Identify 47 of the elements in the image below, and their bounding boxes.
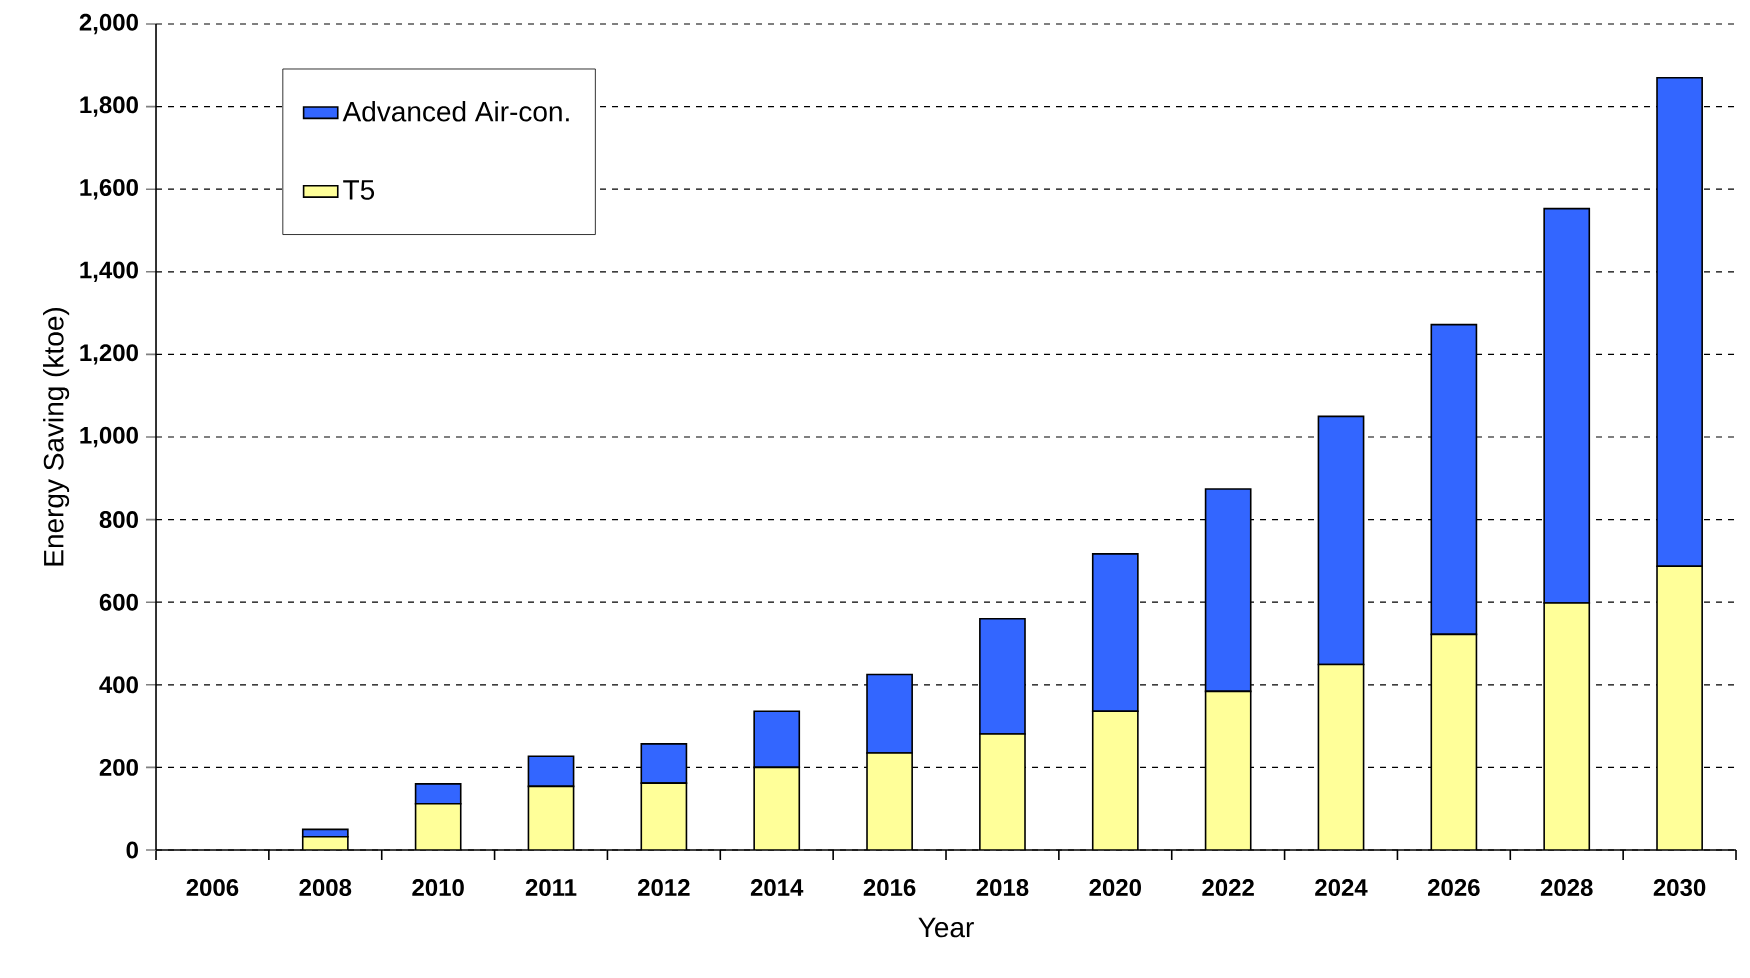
bar [640, 743, 688, 784]
y-tick-label: 800 [99, 511, 138, 529]
bar [414, 783, 462, 805]
bar [1318, 664, 1364, 850]
bar [528, 786, 574, 850]
y-tick-label: 1,800 [80, 96, 138, 117]
bar [1431, 634, 1477, 850]
x-axis-title: Year [918, 917, 974, 938]
y-tick-label: 1,200 [80, 344, 138, 365]
y-tick-label: 2,000 [79, 13, 138, 35]
y-tick-label: 1,400 [80, 261, 138, 283]
y-tick-label: 0 [126, 841, 138, 859]
x-tick-label: 2014 [750, 879, 804, 897]
x-tick-label: 2030 [1653, 879, 1706, 897]
x-tick-label: 2008 [299, 879, 352, 897]
x-tick-label: 2026 [1428, 879, 1480, 897]
x-tick-label: 2006 [186, 879, 239, 897]
bar [979, 617, 1026, 735]
x-tick-label: 2018 [976, 879, 1029, 897]
x-tick-label: 2012 [638, 879, 690, 897]
y-axis-title: Energy Saving (ktoe) [43, 308, 70, 566]
y-tick-label: 1,600 [80, 178, 138, 200]
bar [754, 767, 800, 850]
bar [641, 783, 687, 850]
bar [1544, 603, 1590, 850]
x-tick-label: 2010 [412, 879, 464, 897]
bar [753, 710, 801, 769]
bar [866, 673, 913, 754]
x-tick-label: 2024 [1315, 879, 1368, 897]
bar [1656, 565, 1703, 850]
legend-label: T5 [343, 180, 375, 200]
x-tick-label: 2022 [1202, 879, 1254, 897]
bar [415, 803, 461, 850]
bar [527, 755, 575, 788]
x-tick-label: 2028 [1540, 879, 1593, 897]
bar [979, 733, 1026, 850]
bar [1205, 691, 1251, 850]
y-tick-label: 1,000 [80, 426, 138, 448]
bar [867, 752, 913, 850]
legend-label: Advanced Air-con. [342, 100, 569, 122]
y-tick-label: 200 [99, 758, 138, 776]
x-tick-label: 2020 [1089, 879, 1141, 897]
x-tick-label: 2011 [525, 879, 577, 897]
y-tick-label: 400 [99, 676, 138, 694]
y-tick-label: 600 [99, 593, 138, 611]
bar [1092, 711, 1138, 850]
x-tick-label: 2016 [863, 879, 916, 897]
